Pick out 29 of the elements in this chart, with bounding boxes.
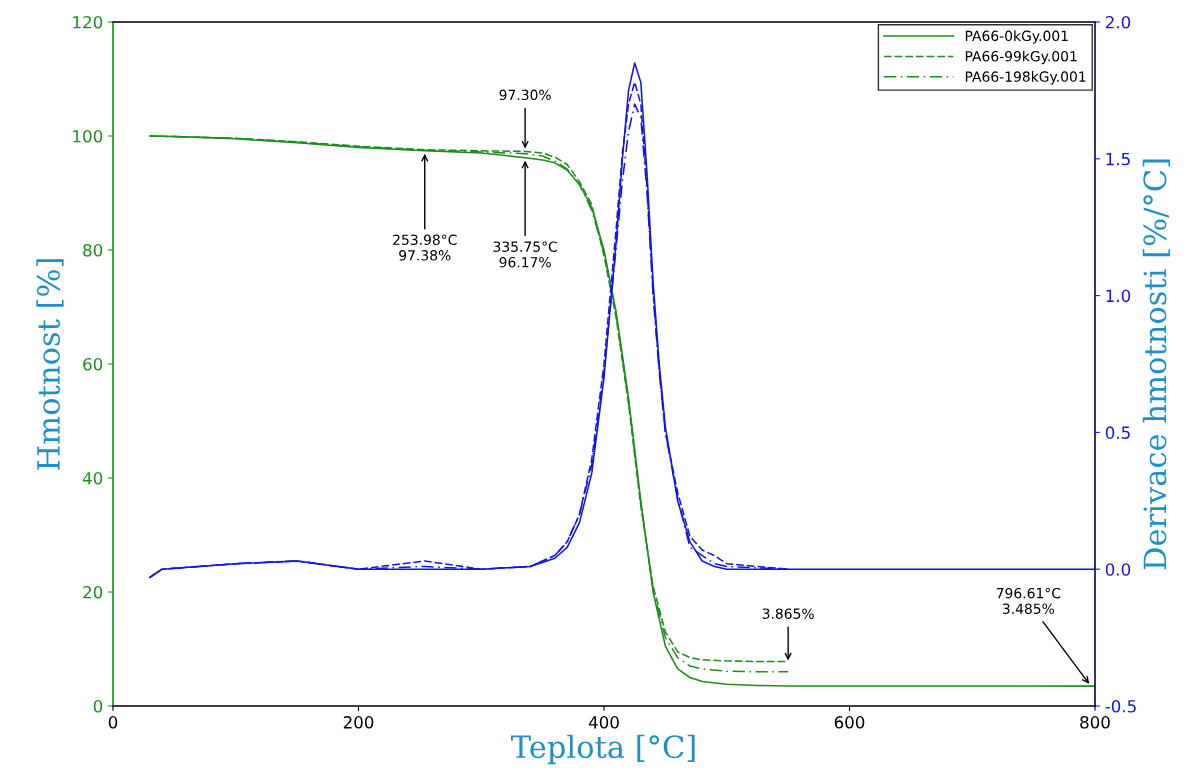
annotation: 335.75°C 96.17% xyxy=(493,241,557,268)
y-tick-label: 120 xyxy=(73,15,103,29)
y2-tick-label: 1.5 xyxy=(1106,152,1130,166)
x-tick-label: 400 xyxy=(588,716,619,729)
y2-tick-label: 0.5 xyxy=(1105,426,1130,439)
x-tick-label: 600 xyxy=(834,716,865,729)
y2-axis-title: Derivace hmotnosti [%/°C] xyxy=(1142,159,1171,570)
annotation: 3.865% xyxy=(762,608,814,619)
y-tick-label: 40 xyxy=(82,471,103,485)
x-tick-label: 0 xyxy=(108,716,118,729)
y2-tick-label: 2.0 xyxy=(1105,15,1131,29)
x-tick-label: 200 xyxy=(343,716,374,729)
y-tick-label: 0 xyxy=(93,699,103,713)
y2-tick-label: 0.0 xyxy=(1105,563,1131,576)
y-tick-label: 20 xyxy=(83,585,103,599)
annotation: 796.61°C 3.485% xyxy=(996,587,1061,614)
x-axis-title: Teplota [°C] xyxy=(511,734,695,765)
annotation: 253.98°C 97.38% xyxy=(393,234,457,261)
y-tick-label: 60 xyxy=(83,357,103,371)
y-tick-label: 100 xyxy=(73,129,103,143)
y2-tick-label: -0.5 xyxy=(1105,699,1136,713)
legend-label: PA66-0kGy.001 xyxy=(965,30,1068,44)
y-tick-label: 80 xyxy=(83,243,103,257)
annotation: 97.30% xyxy=(499,89,551,101)
y-axis-title: Hmotnost [%] xyxy=(36,259,64,470)
x-tick-label: 800 xyxy=(1080,716,1110,729)
y2-tick-label: 1.0 xyxy=(1106,289,1131,303)
legend-label: PA66-99kGy.001 xyxy=(965,50,1077,65)
legend-label: PA66-198kGy.001 xyxy=(965,71,1086,85)
